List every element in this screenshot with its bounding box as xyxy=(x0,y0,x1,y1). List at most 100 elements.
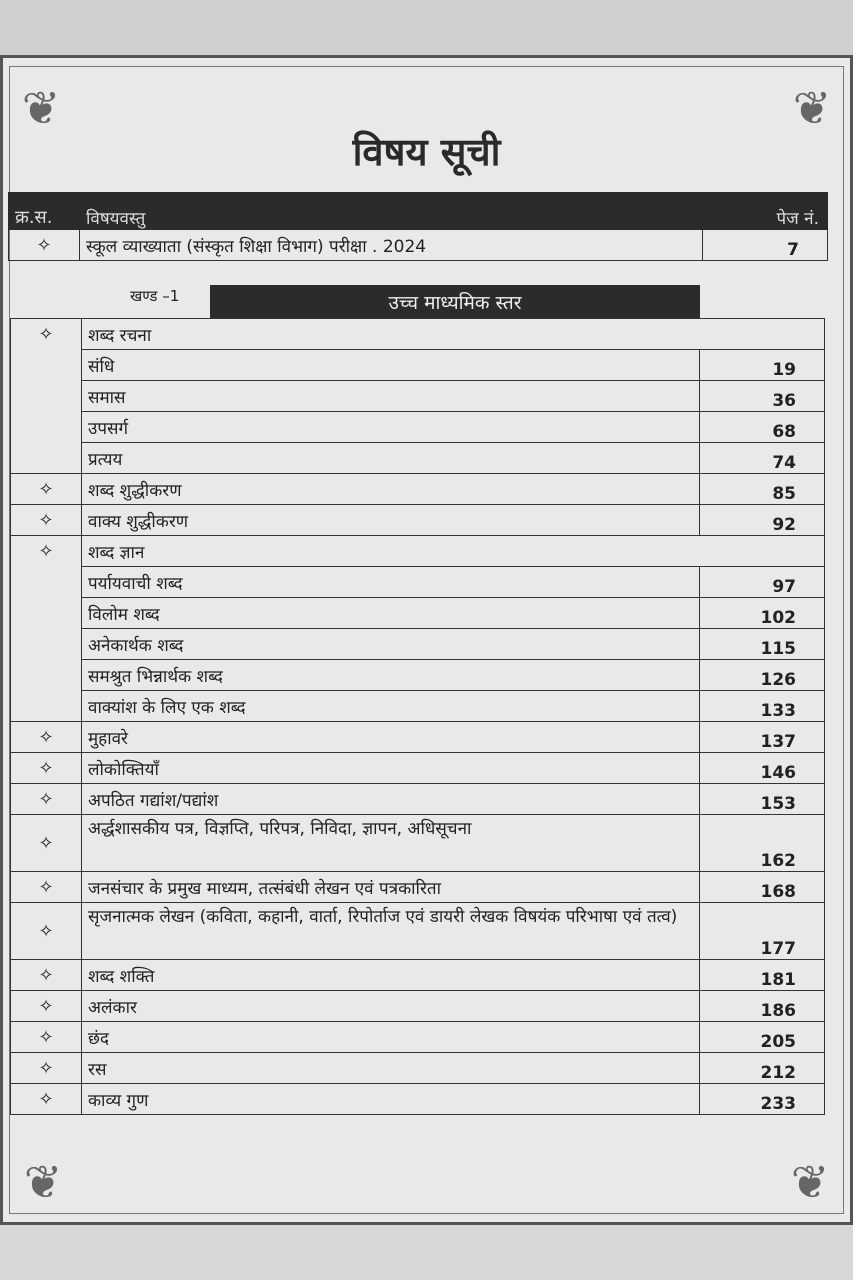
row-page: 68 xyxy=(699,411,825,443)
row-title: शब्द शक्ति xyxy=(81,959,700,991)
row-title: विलोम शब्द xyxy=(81,597,700,629)
row-page: 137 xyxy=(699,721,825,753)
corner-ornament-icon: ❦ xyxy=(21,81,61,135)
row-page: 19 xyxy=(699,349,825,381)
row-page: 153 xyxy=(699,783,825,815)
table-row: ✧ स्कूल व्याख्याता (संस्कृत शिक्षा विभाग… xyxy=(8,229,828,261)
row-title: जनसंचार के प्रमुख माध्यम, तत्संबंधी लेखन… xyxy=(81,871,700,903)
diamond-icon: ✧ xyxy=(10,473,82,505)
row-page: 92 xyxy=(699,504,825,536)
diamond-icon: ✧ xyxy=(10,783,82,815)
table-surface xyxy=(0,1225,853,1280)
row-page: 186 xyxy=(699,990,825,1022)
diamond-icon: ✧ xyxy=(10,752,82,784)
diamond-icon: ✧ xyxy=(10,990,82,1022)
table-row: ✧ रस 212 xyxy=(10,1052,825,1084)
table-row: ✧ लोकोक्तियाँ 146 xyxy=(10,752,825,784)
row-title: अपठित गद्यांश/पद्यांश xyxy=(81,783,700,815)
row-title: समश्रुत भिन्नार्थक शब्द xyxy=(81,659,700,691)
row-page: 74 xyxy=(699,442,825,474)
diamond-icon: ✧ xyxy=(10,535,82,567)
marker-cell xyxy=(10,566,82,598)
header-page: पेज नं. xyxy=(702,192,828,230)
row-title: काव्य गुण xyxy=(81,1083,700,1115)
row-title: पर्यायवाची शब्द xyxy=(81,566,700,598)
row-title: उपसर्ग xyxy=(81,411,700,443)
row-title: स्कूल व्याख्याता (संस्कृत शिक्षा विभाग) … xyxy=(79,229,703,261)
corner-ornament-icon: ❦ xyxy=(790,1155,830,1209)
table-row: ✧ शब्द ज्ञान xyxy=(10,535,825,567)
table-row: ✧ मुहावरे 137 xyxy=(10,721,825,753)
row-page: 233 xyxy=(699,1083,825,1115)
table-header: क्र.स. विषयवस्तु पेज नं. xyxy=(8,192,828,230)
contents-table: ✧ शब्द रचना संधि 19 समास 36 उपसर्ग 68 प्रत्यय 74 ✧… xyxy=(10,318,825,1115)
diamond-icon: ✧ xyxy=(10,1052,82,1084)
table-row: ✧ अलंकार 186 xyxy=(10,990,825,1022)
diamond-icon: ✧ xyxy=(10,721,82,753)
row-title: छंद xyxy=(81,1021,700,1053)
row-page: 7 xyxy=(702,229,828,261)
page-title: विषय सूची xyxy=(352,130,501,174)
marker-cell xyxy=(10,628,82,660)
table-row: वाक्यांश के लिए एक शब्द 133 xyxy=(10,690,825,722)
diamond-icon: ✧ xyxy=(10,902,82,960)
row-page: 168 xyxy=(699,871,825,903)
row-title: सृजनात्मक लेखन (कविता, कहानी, वार्ता, रि… xyxy=(81,902,700,960)
row-title: लोकोक्तियाँ xyxy=(81,752,700,784)
diamond-icon: ✧ xyxy=(10,504,82,536)
row-page: 36 xyxy=(699,380,825,412)
row-title: समास xyxy=(81,380,700,412)
header-content: विषयवस्तु xyxy=(79,192,703,230)
table-row: प्रत्यय 74 xyxy=(10,442,825,474)
row-title: अर्द्धशासकीय पत्र, विज्ञप्ति, परिपत्र, न… xyxy=(81,814,700,872)
header-serial: क्र.स. xyxy=(8,192,80,230)
section-title: उच्च माध्यमिक स्तर xyxy=(210,285,700,318)
table-row: अनेकार्थक शब्द 115 xyxy=(10,628,825,660)
row-title: वाक्यांश के लिए एक शब्द xyxy=(81,690,700,722)
marker-cell xyxy=(10,442,82,474)
table-row: ✧ वाक्य शुद्धीकरण 92 xyxy=(10,504,825,536)
table-row: ✧ काव्य गुण 233 xyxy=(10,1083,825,1115)
row-title: संधि xyxy=(81,349,700,381)
row-title: प्रत्यय xyxy=(81,442,700,474)
table-row: समश्रुत भिन्नार्थक शब्द 126 xyxy=(10,659,825,691)
table-row: उपसर्ग 68 xyxy=(10,411,825,443)
row-page: 212 xyxy=(699,1052,825,1084)
page-frame xyxy=(9,66,844,1214)
marker-cell xyxy=(10,597,82,629)
table-row: पर्यायवाची शब्द 97 xyxy=(10,566,825,598)
table-row: ✧ छंद 205 xyxy=(10,1021,825,1053)
marker-cell xyxy=(10,411,82,443)
row-title: वाक्य शुद्धीकरण xyxy=(81,504,700,536)
diamond-icon: ✧ xyxy=(10,1083,82,1115)
row-title: रस xyxy=(81,1052,700,1084)
marker-cell xyxy=(10,380,82,412)
row-page: 97 xyxy=(699,566,825,598)
marker-cell xyxy=(10,349,82,381)
row-page: 177 xyxy=(699,902,825,960)
diamond-icon: ✧ xyxy=(8,229,80,261)
intro-table: क्र.स. विषयवस्तु पेज नं. ✧ स्कूल व्याख्य… xyxy=(8,192,828,261)
row-page: 146 xyxy=(699,752,825,784)
row-title: मुहावरे xyxy=(81,721,700,753)
diamond-icon: ✧ xyxy=(10,814,82,872)
row-page: 162 xyxy=(699,814,825,872)
row-title: शब्द शुद्धीकरण xyxy=(81,473,700,505)
table-row: ✧ शब्द शुद्धीकरण 85 xyxy=(10,473,825,505)
diamond-icon: ✧ xyxy=(10,1021,82,1053)
marker-cell xyxy=(10,659,82,691)
section-label: खण्ड –1 xyxy=(130,287,180,305)
diamond-icon: ✧ xyxy=(10,871,82,903)
table-row: ✧ शब्द रचना xyxy=(10,318,825,350)
row-page: 102 xyxy=(699,597,825,629)
row-title: शब्द ज्ञान xyxy=(81,535,825,567)
row-page: 181 xyxy=(699,959,825,991)
row-title: अनेकार्थक शब्द xyxy=(81,628,700,660)
table-row: समास 36 xyxy=(10,380,825,412)
table-row: ✧ अपठित गद्यांश/पद्यांश 153 xyxy=(10,783,825,815)
diamond-icon: ✧ xyxy=(10,959,82,991)
row-page: 85 xyxy=(699,473,825,505)
table-row: संधि 19 xyxy=(10,349,825,381)
table-row: विलोम शब्द 102 xyxy=(10,597,825,629)
diamond-icon: ✧ xyxy=(10,318,82,350)
